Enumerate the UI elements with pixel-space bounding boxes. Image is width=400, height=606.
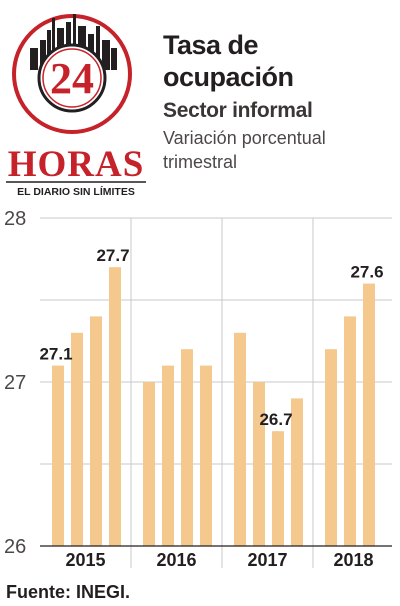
logo-brand: HORAS (8, 144, 145, 185)
bar (181, 349, 193, 546)
data-label: 27.7 (96, 246, 129, 265)
bar (90, 316, 102, 546)
y-tick-label: 27 (4, 372, 26, 394)
bar (253, 382, 265, 546)
data-label: 27.6 (350, 263, 383, 282)
bar (109, 267, 121, 546)
x-tick-label: 2018 (333, 550, 373, 570)
bar (143, 382, 155, 546)
x-tick-label: 2015 (65, 550, 105, 570)
logo-tagline: EL DIARIO SIN LÍMITES (17, 185, 135, 198)
bar (325, 349, 337, 546)
bar (291, 398, 303, 546)
bar (272, 431, 284, 546)
chart-title-line-2: ocupación (163, 62, 294, 92)
x-tick-label: 2017 (247, 550, 287, 570)
chart-description-line-2: trimestral (163, 152, 238, 172)
logo-number: 24 (50, 54, 94, 103)
chart-title-line-1: Tasa de (163, 30, 259, 60)
x-tick-label: 2016 (156, 550, 196, 570)
bar (52, 365, 64, 546)
chart-description-line-1: Variación porcentual (163, 128, 326, 148)
bar (71, 332, 83, 546)
chart-subtitle: Sector informal (163, 99, 313, 122)
source-note: Fuente: INEGI. (6, 582, 131, 602)
bar-chart: 26 27 28 2015 2016 2017 2018 27.1 27.7 26.7 27.6 (4, 208, 392, 570)
24-horas-logo: 24 HORAS EL DIARIO SIN LÍMITES (6, 14, 146, 198)
data-label: 27.1 (39, 345, 72, 364)
bar (363, 283, 375, 546)
y-tick-label: 28 (4, 208, 26, 230)
y-tick-label: 26 (4, 536, 26, 558)
bar (344, 316, 356, 546)
bar (234, 332, 246, 546)
bar (200, 365, 212, 546)
bar (162, 365, 174, 546)
data-label: 26.7 (259, 410, 292, 429)
